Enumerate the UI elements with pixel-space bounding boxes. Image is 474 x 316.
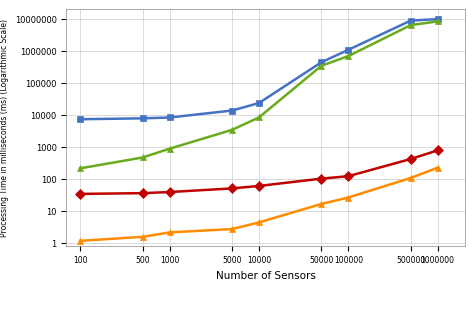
Semantic Querying (5) xyxy=(77,167,83,170)
Semantic Querying (5) xyxy=(408,23,414,27)
Ranking xyxy=(140,235,146,239)
Ranking xyxy=(408,176,414,180)
Indexing xyxy=(256,184,262,188)
Semantic Querying (5) xyxy=(140,155,146,159)
Semantic Querying (10) xyxy=(408,19,414,22)
Line: Indexing: Indexing xyxy=(77,147,441,198)
Semantic Querying (10) xyxy=(167,116,173,119)
Indexing xyxy=(346,174,351,178)
Semantic Querying (10) xyxy=(346,48,351,52)
Semantic Querying (5) xyxy=(256,116,262,119)
Y-axis label: Processing Time in milliseconds (ms) (Logarithmic Scale): Processing Time in milliseconds (ms) (Lo… xyxy=(0,19,9,237)
Semantic Querying (10) xyxy=(435,17,440,21)
Indexing xyxy=(435,149,440,152)
Indexing xyxy=(408,157,414,161)
Semantic Querying (5) xyxy=(435,20,440,23)
Ranking xyxy=(229,227,235,231)
Semantic Querying (10) xyxy=(229,109,235,112)
Ranking xyxy=(256,221,262,224)
Semantic Querying (5) xyxy=(167,147,173,151)
Indexing xyxy=(167,190,173,194)
Semantic Querying (10) xyxy=(319,60,324,64)
Ranking xyxy=(435,166,440,170)
Indexing xyxy=(77,192,83,196)
Indexing xyxy=(229,186,235,190)
Line: Semantic Querying (10): Semantic Querying (10) xyxy=(77,16,441,123)
Line: Ranking: Ranking xyxy=(77,164,441,244)
Semantic Querying (5) xyxy=(346,54,351,58)
X-axis label: Number of Sensors: Number of Sensors xyxy=(216,271,315,281)
Ranking xyxy=(77,239,83,243)
Indexing xyxy=(319,177,324,180)
Semantic Querying (5) xyxy=(319,64,324,68)
Semantic Querying (5) xyxy=(229,128,235,132)
Ranking xyxy=(167,230,173,234)
Indexing xyxy=(140,191,146,195)
Semantic Querying (10) xyxy=(256,101,262,105)
Semantic Querying (10) xyxy=(140,116,146,120)
Ranking xyxy=(346,196,351,199)
Semantic Querying (10) xyxy=(77,117,83,121)
Line: Semantic Querying (5): Semantic Querying (5) xyxy=(77,18,441,172)
Ranking xyxy=(319,202,324,206)
